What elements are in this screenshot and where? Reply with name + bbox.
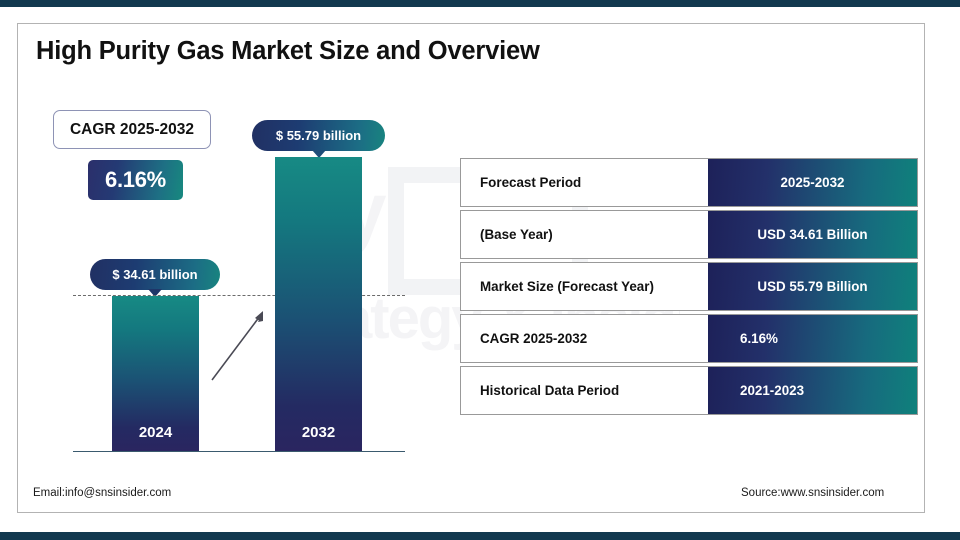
bar-value-label-2032: $ 55.79 billion [252, 120, 385, 158]
bar-2032-fill [275, 157, 362, 451]
table-row: Forecast Period 2025-2032 [460, 158, 918, 207]
market-summary-table: Forecast Period 2025-2032 (Base Year) US… [460, 158, 918, 418]
footer-source: Source:www.snsinsider.com [741, 487, 885, 499]
bar-2032: 2032 [275, 157, 362, 451]
cagr-label-text: CAGR 2025-2032 [69, 120, 195, 138]
table-row-value: 6.16% [708, 315, 917, 362]
bottom-accent-bar [0, 532, 960, 540]
table-row-key: (Base Year) [461, 211, 708, 258]
growth-arrow-icon [211, 311, 263, 381]
table-row-value: USD 34.61 Billion [708, 211, 917, 258]
bar-2024-fill [112, 296, 199, 451]
table-row-value: USD 55.79 Billion [708, 263, 917, 310]
table-row-key: Forecast Period [461, 159, 708, 206]
slide-card-border [17, 23, 925, 513]
footer-email: Email:info@snsinsider.com [33, 487, 172, 499]
table-row: (Base Year) USD 34.61 Billion [460, 210, 918, 259]
table-row-value: 2021-2023 [708, 367, 917, 414]
cagr-value-badge: 6.16% [88, 160, 183, 200]
table-row-value: 2025-2032 [708, 159, 917, 206]
page-title: High Purity Gas Market Size and Overview [36, 37, 540, 65]
chart-baseline-axis [73, 451, 405, 452]
table-row: Historical Data Period 2021-2023 [460, 366, 918, 415]
table-row-key: Market Size (Forecast Year) [461, 263, 708, 310]
table-row-key: Historical Data Period [461, 367, 708, 414]
table-row: CAGR 2025-2032 6.16% [460, 314, 918, 363]
bar-value-label-2024: $ 34.61 billion [90, 259, 220, 297]
top-accent-bar [0, 0, 960, 7]
bar-value-label-2024-text: $ 34.61 billion [112, 267, 198, 282]
cagr-value-text: 6.16% [105, 167, 166, 192]
bar-2032-year-label: 2032 [301, 424, 336, 441]
bar-2024: 2024 [112, 296, 199, 451]
bar-value-label-2032-text: $ 55.79 billion [275, 128, 362, 143]
cagr-label-box: CAGR 2025-2032 [53, 110, 211, 149]
bar-chart: $ 34.61 billion $ 55.79 billion 2024 203… [0, 0, 440, 470]
table-row-key: CAGR 2025-2032 [461, 315, 708, 362]
bar-2024-year-label: 2024 [138, 424, 173, 441]
table-row: Market Size (Forecast Year) USD 55.79 Bi… [460, 262, 918, 311]
baseline-reference-line [73, 295, 405, 296]
